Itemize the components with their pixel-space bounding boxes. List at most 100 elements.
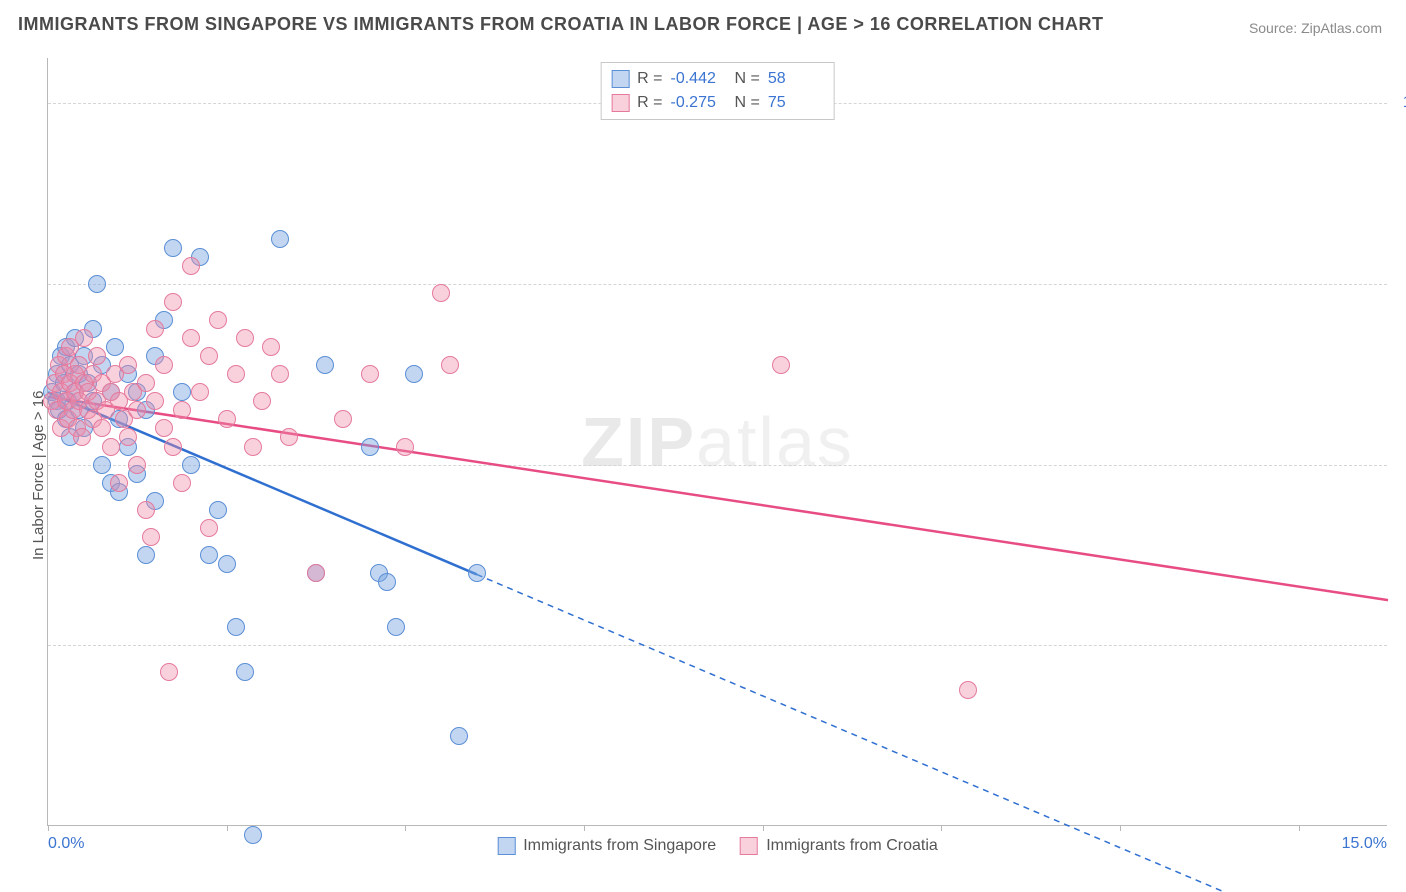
- data-point-croatia: [164, 293, 182, 311]
- data-point-croatia: [361, 365, 379, 383]
- legend-item-singapore: Immigrants from Singapore: [497, 837, 716, 855]
- data-point-croatia: [173, 474, 191, 492]
- data-point-croatia: [334, 410, 352, 428]
- data-point-croatia: [262, 338, 280, 356]
- chart-title: IMMIGRANTS FROM SINGAPORE VS IMMIGRANTS …: [18, 14, 1104, 35]
- data-point-croatia: [173, 401, 191, 419]
- data-point-singapore: [182, 456, 200, 474]
- data-point-croatia: [93, 419, 111, 437]
- data-point-croatia: [88, 347, 106, 365]
- legend-swatch-singapore: [497, 837, 515, 855]
- data-point-singapore: [271, 230, 289, 248]
- data-point-croatia: [307, 564, 325, 582]
- data-point-croatia: [128, 456, 146, 474]
- data-point-croatia: [200, 347, 218, 365]
- data-point-croatia: [236, 329, 254, 347]
- y-tick-label: 100.0%: [1397, 94, 1406, 112]
- r-label: R =: [637, 94, 662, 112]
- data-point-singapore: [106, 338, 124, 356]
- n-label: N =: [735, 94, 760, 112]
- data-point-singapore: [137, 546, 155, 564]
- data-point-singapore: [468, 564, 486, 582]
- data-point-croatia: [146, 320, 164, 338]
- data-point-croatia: [772, 356, 790, 374]
- trendline-croatia: [48, 397, 1388, 600]
- data-point-croatia: [209, 311, 227, 329]
- data-point-croatia: [182, 329, 200, 347]
- data-point-croatia: [119, 428, 137, 446]
- legend-item-croatia: Immigrants from Croatia: [740, 837, 938, 855]
- data-point-croatia: [396, 438, 414, 456]
- data-point-singapore: [387, 618, 405, 636]
- data-point-singapore: [218, 555, 236, 573]
- data-point-croatia: [155, 356, 173, 374]
- swatch-croatia: [611, 94, 629, 112]
- data-point-croatia: [102, 438, 120, 456]
- r-value-singapore: -0.442: [671, 70, 727, 88]
- data-point-croatia: [155, 419, 173, 437]
- data-point-croatia: [164, 438, 182, 456]
- data-point-croatia: [432, 284, 450, 302]
- n-value-croatia: 75: [768, 94, 824, 112]
- data-point-singapore: [236, 663, 254, 681]
- data-point-croatia: [271, 365, 289, 383]
- data-point-singapore: [209, 501, 227, 519]
- x-tick-mark: [941, 825, 942, 831]
- data-point-croatia: [73, 428, 91, 446]
- plot-area: ZIPatlas 40.0%60.0%80.0%100.0% R = -0.44…: [47, 58, 1387, 826]
- data-point-croatia: [280, 428, 298, 446]
- n-value-singapore: 58: [768, 70, 824, 88]
- series-legend: Immigrants from Singapore Immigrants fro…: [497, 837, 938, 855]
- x-tick-mark: [227, 825, 228, 831]
- data-point-singapore: [316, 356, 334, 374]
- y-axis-label: In Labor Force | Age > 16: [30, 391, 47, 560]
- x-tick-mark: [584, 825, 585, 831]
- data-point-singapore: [200, 546, 218, 564]
- data-point-croatia: [441, 356, 459, 374]
- x-tick-mark: [1299, 825, 1300, 831]
- x-tick-mark: [405, 825, 406, 831]
- x-tick-left: 0.0%: [48, 835, 84, 853]
- y-tick-label: 80.0%: [1397, 275, 1406, 293]
- r-label: R =: [637, 70, 662, 88]
- data-point-singapore: [173, 383, 191, 401]
- data-point-croatia: [160, 663, 178, 681]
- data-point-croatia: [218, 410, 236, 428]
- data-point-croatia: [959, 681, 977, 699]
- n-label: N =: [735, 70, 760, 88]
- data-point-croatia: [75, 329, 93, 347]
- swatch-singapore: [611, 70, 629, 88]
- data-point-singapore: [88, 275, 106, 293]
- stats-row-croatia: R = -0.275 N = 75: [611, 91, 824, 115]
- legend-label-singapore: Immigrants from Singapore: [523, 837, 716, 855]
- stats-row-singapore: R = -0.442 N = 58: [611, 67, 824, 91]
- data-point-croatia: [137, 374, 155, 392]
- x-tick-right: 15.0%: [1342, 835, 1387, 853]
- data-point-croatia: [119, 356, 137, 374]
- data-point-croatia: [182, 257, 200, 275]
- stats-legend: R = -0.442 N = 58 R = -0.275 N = 75: [600, 62, 835, 120]
- data-point-croatia: [227, 365, 245, 383]
- x-tick-mark: [48, 825, 49, 831]
- x-tick-mark: [1120, 825, 1121, 831]
- data-point-croatia: [244, 438, 262, 456]
- data-point-croatia: [146, 392, 164, 410]
- data-point-croatia: [128, 401, 146, 419]
- data-point-croatia: [253, 392, 271, 410]
- data-point-singapore: [93, 456, 111, 474]
- data-point-croatia: [191, 383, 209, 401]
- data-point-singapore: [405, 365, 423, 383]
- legend-swatch-croatia: [740, 837, 758, 855]
- data-point-singapore: [361, 438, 379, 456]
- data-point-singapore: [227, 618, 245, 636]
- data-point-singapore: [164, 239, 182, 257]
- y-tick-label: 40.0%: [1397, 636, 1406, 654]
- data-point-croatia: [200, 519, 218, 537]
- data-point-croatia: [110, 474, 128, 492]
- data-point-singapore: [450, 727, 468, 745]
- x-tick-mark: [763, 825, 764, 831]
- source-label: Source: ZipAtlas.com: [1249, 20, 1382, 36]
- data-point-singapore: [244, 826, 262, 844]
- r-value-croatia: -0.275: [671, 94, 727, 112]
- data-point-croatia: [137, 501, 155, 519]
